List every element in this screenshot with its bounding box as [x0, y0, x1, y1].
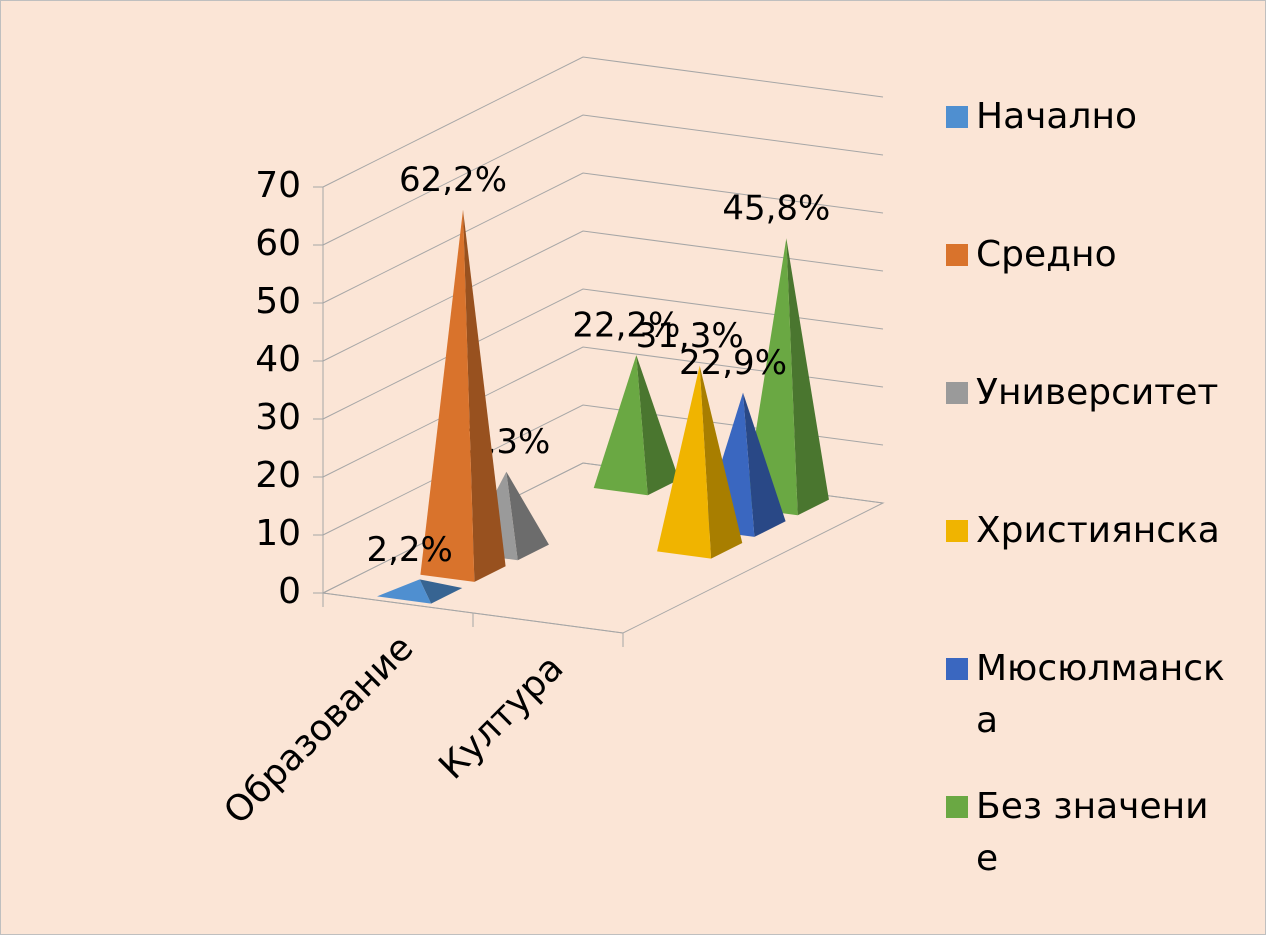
pyramid-side: [743, 392, 786, 537]
x-tick-label: Образование: [216, 627, 421, 832]
legend-swatch: [946, 106, 968, 128]
pyramid-side: [419, 579, 463, 604]
legend-item: Начално: [946, 91, 1246, 229]
legend-label: Мюсюлманска: [976, 648, 1225, 741]
legend: Начално Средно Университет Християнска Мюсюл…: [946, 91, 1246, 919]
grid-line: [322, 114, 884, 246]
legend-label: Начално: [976, 96, 1138, 137]
grid-line: [322, 172, 884, 304]
pyramid-side: [463, 209, 506, 582]
legend-swatch: [946, 658, 968, 680]
legend-swatch: [946, 382, 968, 404]
pyramid-side: [699, 365, 743, 559]
grid-line: [322, 56, 884, 188]
legend-label: Университет: [976, 372, 1219, 413]
pyramid-front: [593, 355, 648, 496]
y-tick-label: 60: [255, 223, 301, 264]
y-tick-label: 40: [255, 339, 301, 380]
y-tick-label: 10: [255, 513, 301, 554]
y-tick-label: 50: [255, 281, 301, 322]
legend-swatch: [946, 796, 968, 818]
pyramid-front: [420, 209, 475, 582]
legend-swatch: [946, 520, 968, 542]
legend-item: Християнска: [946, 505, 1246, 643]
grid-line: [322, 230, 884, 362]
pyramid-side: [506, 471, 549, 561]
legend-item: Мюсюлманска: [946, 643, 1246, 781]
x-tick-label: Култура: [431, 647, 571, 787]
y-tick-label: 0: [278, 571, 301, 612]
data-label: 62,2%: [399, 160, 507, 200]
pyramid-front: [657, 365, 712, 559]
y-tick-label: 30: [255, 397, 301, 438]
data-label: 2,2%: [366, 530, 452, 570]
pyramid-side: [786, 238, 829, 516]
data-label: 22,9%: [679, 343, 787, 383]
legend-item: Университет: [946, 367, 1246, 505]
legend-label: Християнска: [976, 510, 1220, 551]
data-label: 22,2%: [572, 306, 680, 346]
legend-label: Средно: [976, 234, 1117, 275]
pyramid-side: [636, 355, 679, 496]
legend-item: Без значение: [946, 781, 1246, 919]
y-tick-label: 70: [255, 165, 301, 206]
legend-label: Без значение: [976, 786, 1209, 879]
data-label: 31,3%: [636, 316, 744, 356]
legend-swatch: [946, 244, 968, 266]
pyramid-front: [377, 579, 432, 604]
y-tick-label: 20: [255, 455, 301, 496]
legend-item: Средно: [946, 229, 1246, 367]
data-label: 45,8%: [722, 189, 830, 229]
